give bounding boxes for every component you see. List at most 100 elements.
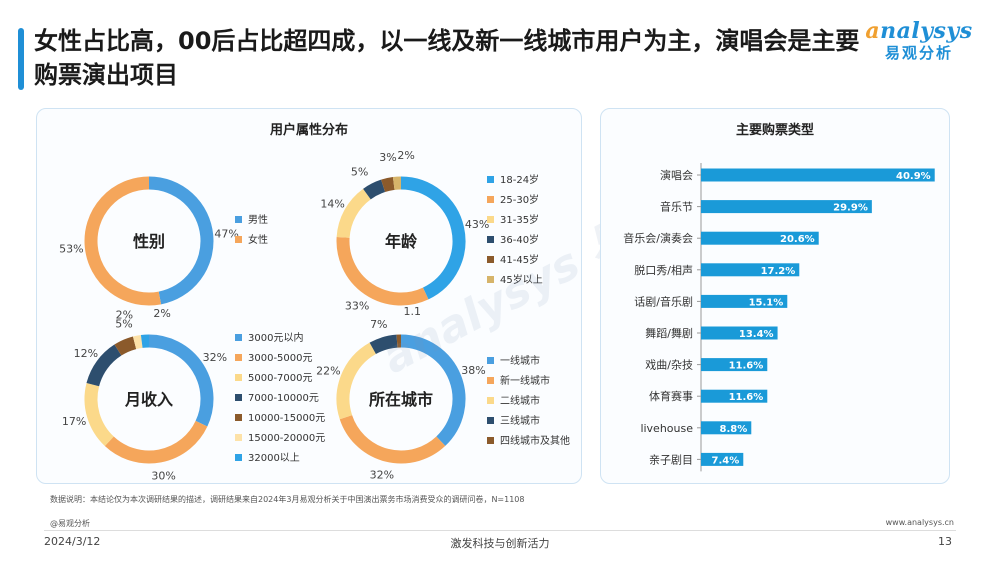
bar-1 [701, 200, 872, 214]
donut-slice-2-4 [114, 336, 137, 356]
legend-swatch-3-2 [487, 397, 494, 404]
legend-label-3-0: 一线城市 [500, 354, 540, 367]
donut-label-2-4: 5% [115, 317, 132, 330]
donut-label-3-0: 38% [461, 364, 485, 377]
logo-en: analysys [865, 18, 973, 44]
donut-slice-3-1 [339, 414, 446, 464]
bar-0 [701, 168, 935, 182]
bar-category-5: 舞蹈/舞剧 [645, 327, 693, 340]
donut-center-title-0: 性别 [133, 232, 165, 251]
legend-swatch-1-0 [487, 176, 494, 183]
legend-label-0-0: 男性 [248, 213, 268, 226]
legend-swatch-2-3 [235, 394, 242, 401]
legend-swatch-2-2 [235, 374, 242, 381]
legend-label-0-1: 女性 [248, 233, 268, 246]
legend-label-1-1: 25-30岁 [500, 193, 539, 206]
bar-value-label-7: 11.6% [729, 392, 764, 403]
donut-slice-1-0 [400, 176, 466, 300]
bar-category-2: 音乐会/演奏会 [623, 231, 693, 245]
donut-slice-3-2 [336, 342, 377, 420]
legend-label-2-1: 3000-5000元 [248, 353, 313, 364]
donut-label-0-0: 47% [214, 228, 238, 241]
legend-label-1-0: 18-24岁 [500, 173, 539, 186]
donut-center-title-2: 月收入 [124, 390, 173, 409]
donut-label-2-1: 30% [151, 470, 175, 483]
bar-7 [701, 389, 768, 403]
legend-label-2-4: 10000-15000元 [248, 413, 325, 424]
donut-label-3-4: 1.1 [404, 305, 422, 318]
bar-value-label-2: 20.6% [780, 234, 815, 245]
bar-category-4: 话剧/音乐剧 [634, 294, 693, 308]
bar-value-label-0: 40.9% [896, 171, 931, 182]
donut-slice-0-0 [148, 176, 214, 305]
donut-label-3-2: 22% [316, 365, 340, 378]
legend-swatch-1-4 [487, 256, 494, 263]
legend-swatch-2-5 [235, 434, 242, 441]
legend-swatch-3-1 [487, 377, 494, 384]
legend-label-1-5: 45岁以上 [500, 273, 543, 286]
legend-label-2-5: 15000-20000元 [248, 433, 325, 444]
bar-category-9: 亲子剧目 [649, 452, 693, 466]
legend-label-3-4: 四线城市及其他 [500, 434, 570, 447]
legend-label-1-3: 36-40岁 [500, 233, 539, 246]
page-title: 女性占比高，00后占比超四成，以一线及新一线城市用户为主，演唱会是主要购票演出项… [34, 27, 860, 89]
legend-swatch-1-3 [487, 236, 494, 243]
legend-label-2-6: 32000以上 [248, 452, 300, 464]
page-slogan: 激发科技与创新活力 [450, 537, 550, 550]
bar-category-7: 体育赛事 [649, 389, 693, 403]
donut-label-1-3: 5% [351, 166, 368, 179]
donut-slice-2-3 [86, 344, 122, 387]
donut-label-1-5: 2% [397, 149, 414, 162]
bar-4 [701, 294, 788, 308]
bar-value-label-8: 8.8% [720, 424, 748, 435]
donut-slice-1-4 [381, 177, 395, 193]
footer-source: @易观分析 [50, 519, 90, 528]
footer-website: www.analysys.cn [885, 518, 954, 527]
legend-label-2-3: 7000-10000元 [248, 393, 319, 404]
donut-label-2-2: 17% [62, 415, 86, 428]
donut-slice-1-2 [336, 188, 371, 239]
donut-label-0-1: 53% [59, 242, 83, 255]
legend-swatch-3-4 [487, 437, 494, 444]
legend-swatch-0-1 [235, 236, 242, 243]
bar-2 [701, 231, 819, 245]
donut-label-2-5: 2% [116, 308, 133, 321]
logo-cn: 易观分析 [884, 44, 953, 62]
footer-divider [44, 530, 956, 531]
legend-swatch-3-3 [487, 417, 494, 424]
data-footnote: 数据说明：本结论仅为本次调研结果的描述，调研结果来自2024年3月易观分析关于中… [50, 495, 525, 504]
donut-slice-1-1 [336, 236, 429, 306]
legend-swatch-2-6 [235, 454, 242, 461]
bar-6 [701, 358, 768, 372]
bar-value-label-1: 29.9% [833, 203, 868, 214]
legend-swatch-1-1 [487, 196, 494, 203]
donut-center-title-1: 年龄 [385, 232, 418, 251]
donut-slice-2-2 [84, 382, 114, 447]
page-date: 2024/3/12 [44, 535, 101, 548]
legend-label-2-2: 5000-7000元 [248, 373, 313, 384]
donut-slice-2-1 [104, 420, 208, 464]
ticket-type-panel: 主要购票类型 演唱会 40.9% 音乐节 29.9% 音乐会/演奏会 20.6% 脱口秀/相… [600, 108, 950, 484]
user-attribute-panel: 用户属性分布 47% 53% 性别 男性 女性 43% 33% 14% 5% 3% 2% 年龄 18-2… [36, 108, 582, 484]
donut-label-2-6: 2% [153, 307, 170, 320]
donut-center-title-3: 所在城市 [369, 390, 433, 409]
donut-label-3-3: 7% [370, 318, 387, 331]
donut-label-2-0: 32% [203, 351, 227, 364]
bar-value-label-9: 7.4% [712, 455, 740, 466]
legend-swatch-0-0 [235, 216, 242, 223]
legend-swatch-2-4 [235, 414, 242, 421]
bar-category-1: 音乐节 [660, 200, 693, 214]
legend-label-3-3: 三线城市 [500, 414, 540, 427]
ticket-type-bar-chart: 演唱会 40.9% 音乐节 29.9% 音乐会/演奏会 20.6% 脱口秀/相声 17.2% 话… [623, 163, 935, 472]
donut-label-2-3: 12% [74, 347, 98, 360]
donut-label-1-2: 14% [320, 197, 344, 210]
bar-value-label-6: 11.6% [729, 361, 764, 372]
ticket-type-title: 主要购票类型 [735, 123, 814, 138]
bar-category-0: 演唱会 [660, 168, 693, 182]
bar-8 [701, 421, 752, 435]
donut-slice-2-5 [132, 335, 143, 350]
donut-label-1-0: 43% [465, 218, 489, 231]
donut-label-1-4: 3% [379, 151, 396, 164]
page-number: 13 [938, 535, 952, 548]
